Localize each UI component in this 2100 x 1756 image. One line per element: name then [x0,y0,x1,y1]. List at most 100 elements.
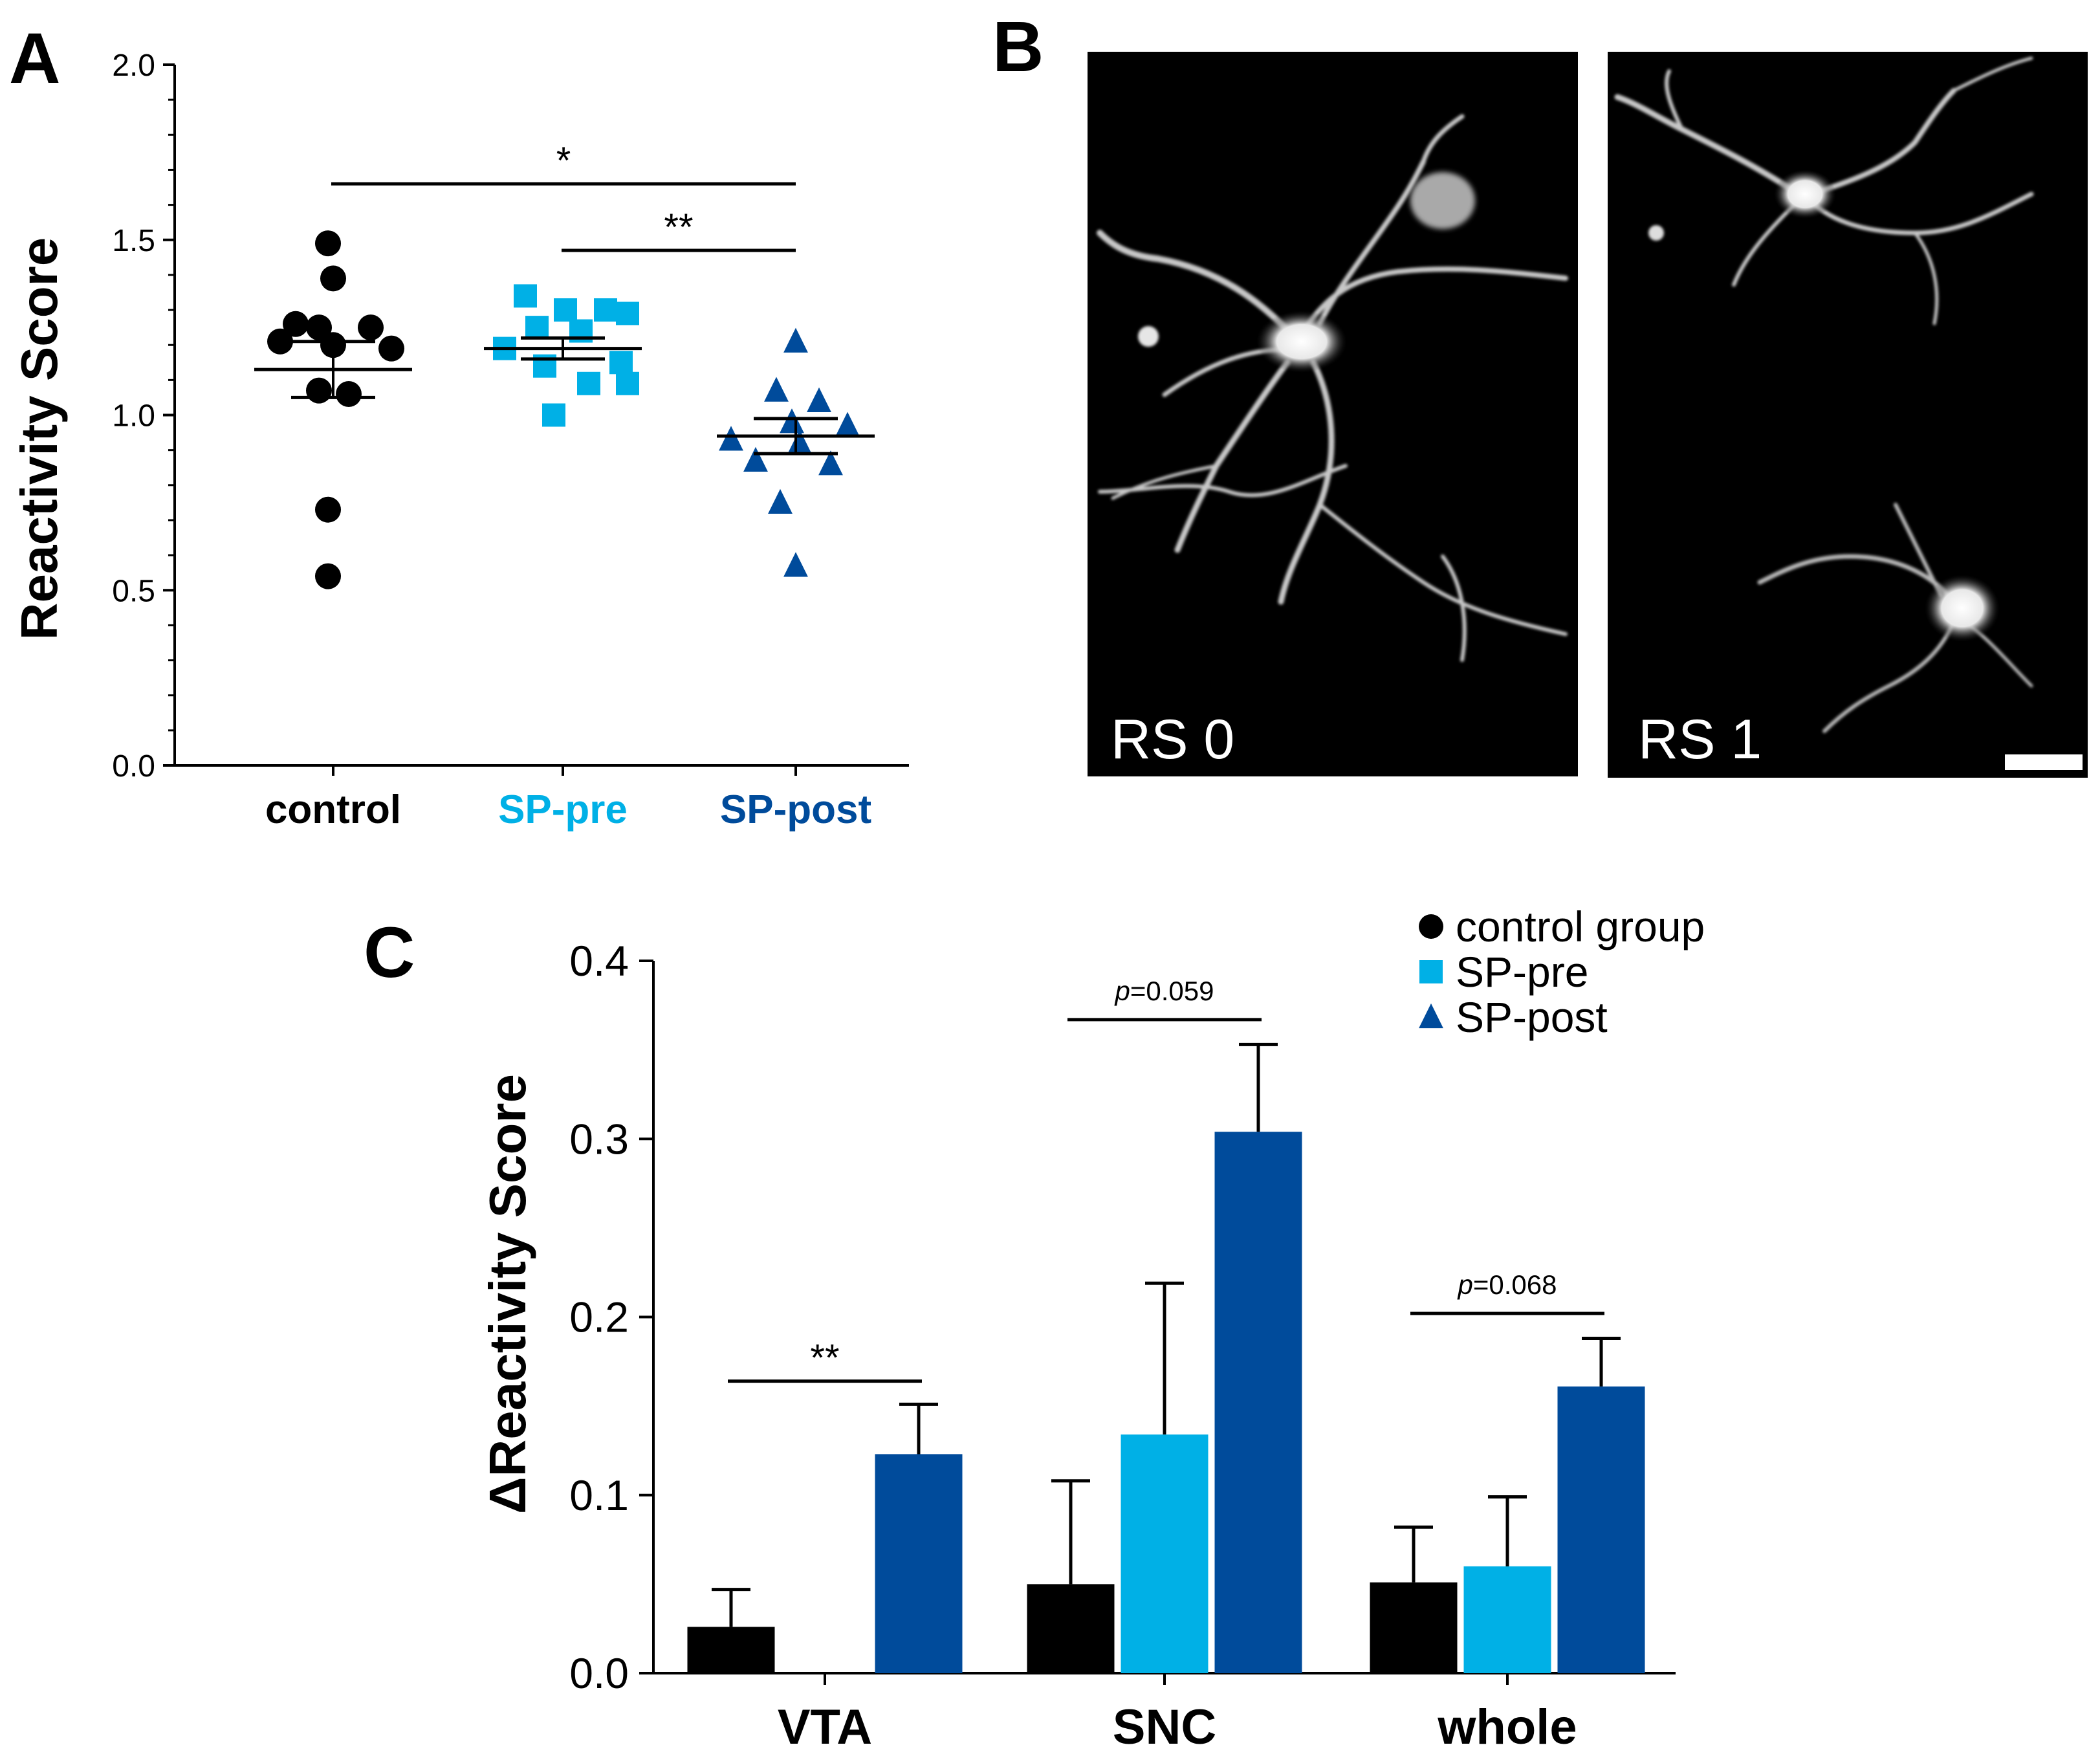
panel-c-y-tick-label: 0.3 [569,1115,629,1163]
panel-c-pvalue-value: =0.059 [1130,976,1214,1006]
panel-a-point-sp-post [807,387,831,412]
panel-c-category-labels: VTA SNC whole [778,1700,1577,1755]
panel-a-point-sp-pre [542,403,565,427]
panel-c-bar-sp-post [875,1454,963,1673]
panel-a-point-sp-pre [594,298,617,322]
panel-c-pvalue-label: p=0.068 [1457,1269,1557,1300]
microglia-process-spot [1138,326,1159,347]
panel-c-bar-sp-pre [1121,1434,1209,1673]
panel-c-bar-control-group [1027,1584,1115,1673]
panel-a-point-control [306,377,332,404]
panel-a-ticks: 0.0 0.5 1.0 1.5 2.0 [112,49,797,784]
panel-a-axes [173,65,909,767]
panel-a-y-tick-label: 2.0 [112,49,155,83]
panel-a-point-control [267,328,293,355]
panel-c-pvalue-symbol: p [1114,976,1130,1006]
panel-a-point-sp-post [780,408,804,434]
panel-a-point-sp-post [783,327,808,353]
panel-a-point-sp-pre [616,302,639,325]
panel-letter-a: A [9,19,60,98]
panel-c-y-tick-label: 0.1 [569,1471,629,1519]
panel-a-category-label: control [265,787,401,832]
panel-c-significance-label: ** [810,1337,839,1379]
panel-c-category-label: SNC [1113,1700,1216,1755]
panel-c-y-tick-label: 0.0 [569,1649,629,1697]
microglia-process-spot-rs1 [1648,225,1664,241]
panel-c-category-label: whole [1437,1700,1577,1755]
panel-c-bar-sp-post [1557,1386,1645,1673]
panel-letter-b: B [992,7,1044,87]
panel-a-point-control [378,335,404,362]
panel-a-point-control [315,563,341,589]
panel-c-pvalue-symbol: p [1457,1269,1473,1300]
panel-c-ticks: 0.0 0.1 0.2 0.3 0.4 [569,937,1509,1697]
panel-a-significance-label: ** [664,206,693,248]
panel-a-point-control [358,314,384,341]
panel-c-bars [687,1042,1645,1673]
micrograph-rs0: RS 0 [1088,52,1578,776]
panel-c-legend-marker-triangle [1419,1003,1443,1029]
panel-a-category-label: SP-post [720,787,871,832]
panel-a-point-sp-post [818,450,843,476]
panel-a-category-label: SP-pre [498,787,628,832]
panel-a-point-sp-pre [616,371,639,395]
panel-a-point-control [315,230,341,257]
microglia-soma-rs0 [1256,311,1347,373]
panel-c-category-label: VTA [778,1700,872,1755]
panel-a-point-sp-post [764,377,789,402]
microglia-soma-rs0-secondary [1410,172,1475,229]
panel-letter-c: C [364,913,415,993]
panel-a-y-tick-label: 1.0 [112,399,155,434]
micrograph-rs1: RS 1 [1608,52,2088,778]
panel-a-point-sp-post [783,552,808,577]
panel-a-y-tick-label: 0.5 [112,574,155,608]
panel-a-significance-label: * [556,140,571,182]
panel-a-point-sp-post [835,412,860,437]
panel-c-legend-label: SP-post [1456,993,1608,1041]
panel-c-bar-control-group [687,1627,775,1673]
panel-c-legend-label: SP-pre [1456,948,1588,996]
panel-a-point-control [320,265,346,292]
panel-a-category-labels: control SP-pre SP-post [265,787,871,832]
microglia-cell-rs1-upper [1614,56,2034,325]
microglia-soma-rs1-lower [1925,575,2000,642]
panel-a-point-sp-post [719,426,743,451]
panel-c-y-tick-label: 0.2 [569,1293,629,1341]
micrograph-rs1-label: RS 1 [1638,708,1762,771]
panel-c-y-tick-label: 0.4 [569,937,629,985]
panel-a-mean-sem [254,336,875,455]
microglia-cell-rs1-lower [1757,503,2033,733]
panel-a-point-sp-pre [554,298,577,322]
panel-c-legend-label: control group [1456,903,1705,950]
microglia-soma-rs1-upper [1774,170,1836,219]
panel-c-pvalue-value: =0.068 [1473,1269,1557,1300]
panel-c-legend-marker-circle [1419,914,1443,939]
micrograph-rs1-background [1608,52,2088,778]
panel-a-y-tick-label: 1.5 [112,224,155,258]
panel-a-point-sp-pre [525,316,549,340]
panel-a-points [267,230,860,589]
panel-a-point-control [306,314,332,341]
micrograph-rs0-background [1088,52,1578,776]
panel-c-pvalue-label: p=0.059 [1114,976,1214,1006]
panel-a-point-sp-post [787,429,812,454]
panel-c-bar-control-group [1370,1582,1458,1673]
panel-a-point-sp-pre [577,371,600,395]
panel-a-point-control [336,381,362,408]
panel-c-bar-sp-pre [1463,1566,1551,1673]
panel-a-scatter-chart: 0.00.51.01.52.0 *** control SP-pre SP-post… [10,49,909,832]
panel-a-point-sp-post [743,446,768,472]
panel-c-bar-sp-post [1214,1132,1302,1673]
panel-b-micrographs: RS 0 RS 1 [1088,52,2088,778]
panel-a-y-axis-title: Reactivity Score [10,237,68,641]
panel-a-point-control [283,311,309,337]
panel-a-point-sp-pre [514,284,537,308]
panel-a-point-sp-pre [609,351,633,375]
panel-a-y-tick-label: 0.0 [112,749,155,784]
panel-a-point-sp-post [768,488,793,514]
micrograph-rs0-label: RS 0 [1111,708,1234,771]
